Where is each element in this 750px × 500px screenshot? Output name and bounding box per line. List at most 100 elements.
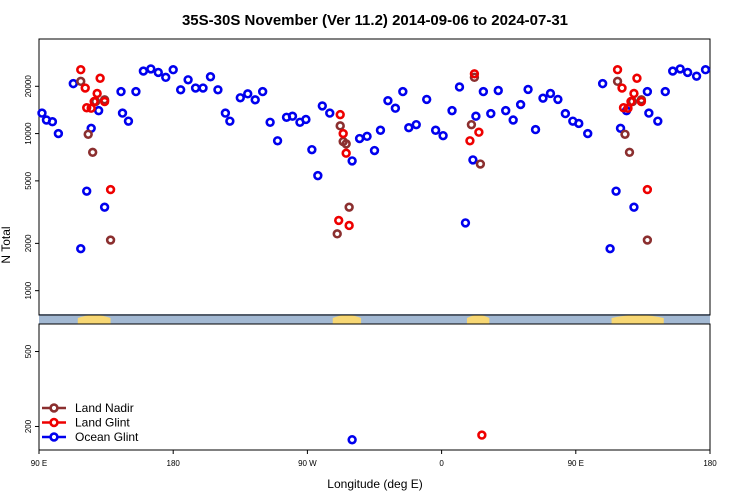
data-point xyxy=(375,125,386,135)
land-mass xyxy=(611,315,664,324)
y-tick-label: 5000 xyxy=(24,171,33,189)
data-point xyxy=(545,88,556,99)
data-point xyxy=(390,103,401,113)
data-point xyxy=(335,121,345,131)
legend-entry: Ocean Glint xyxy=(42,430,139,444)
data-point xyxy=(332,229,342,239)
ocean-band xyxy=(39,314,710,324)
data-point xyxy=(644,108,654,118)
data-point xyxy=(369,145,380,156)
data-point xyxy=(660,86,670,97)
land-strip xyxy=(39,314,710,324)
data-point xyxy=(335,109,345,120)
data-point xyxy=(287,111,298,121)
data-point xyxy=(404,122,414,133)
legend-entry: Land Nadir xyxy=(42,401,134,415)
data-point xyxy=(398,86,408,97)
data-point xyxy=(626,96,636,107)
data-point xyxy=(325,108,335,118)
legend-label: Land Nadir xyxy=(75,401,134,415)
data-point xyxy=(235,93,246,103)
y-tick-label: 200 xyxy=(24,419,33,433)
x-tick-label: 90 E xyxy=(568,459,584,468)
y-tick-label: 10000 xyxy=(24,122,33,145)
y-axis-lower: 200 500 xyxy=(24,344,39,433)
data-point xyxy=(68,78,78,89)
data-point xyxy=(612,76,623,87)
data-point xyxy=(344,220,354,231)
x-axis: 90 E 180 90 W 0 90 E 180 xyxy=(31,450,717,468)
x-tick-label: 0 xyxy=(439,459,444,468)
y-tick-label: 500 xyxy=(24,344,33,358)
data-point xyxy=(313,170,323,181)
data-point xyxy=(615,123,626,134)
data-point xyxy=(675,64,685,74)
plot-frame-upper xyxy=(38,38,711,316)
land-mass xyxy=(77,315,111,324)
data-point xyxy=(225,116,235,126)
data-point xyxy=(338,128,348,139)
data-point xyxy=(632,73,642,83)
data-point xyxy=(105,235,116,245)
data-point xyxy=(642,184,653,195)
data-point xyxy=(37,108,47,118)
data-point xyxy=(341,148,351,158)
data-point xyxy=(438,130,448,141)
data-point xyxy=(123,116,134,126)
data-point xyxy=(131,86,141,97)
data-point xyxy=(583,128,593,139)
data-point xyxy=(605,243,615,254)
data-point xyxy=(183,75,193,85)
data-point xyxy=(87,147,98,158)
data-point xyxy=(560,108,571,119)
data-point xyxy=(668,66,678,76)
series-land-glint xyxy=(76,65,653,440)
data-point xyxy=(301,114,311,125)
data-point xyxy=(92,88,102,99)
legend-label: Land Glint xyxy=(75,416,130,430)
data-point xyxy=(354,133,365,144)
legend-entry: Land Glint xyxy=(42,416,130,430)
data-point xyxy=(538,93,548,103)
data-point xyxy=(469,69,480,79)
data-point xyxy=(447,105,457,116)
x-tick-label: 90 W xyxy=(298,459,317,468)
data-point xyxy=(47,117,58,127)
data-point xyxy=(597,78,608,89)
data-point xyxy=(334,215,344,226)
data-point xyxy=(478,86,489,97)
data-point xyxy=(691,71,702,81)
data-point xyxy=(523,84,533,95)
data-point xyxy=(89,96,99,107)
data-point xyxy=(454,82,465,92)
data-point xyxy=(76,243,86,254)
data-point xyxy=(421,94,432,105)
y-axis-upper: 1000 2000 5000 10000 20000 xyxy=(24,75,39,300)
data-point xyxy=(469,72,480,83)
data-point xyxy=(190,83,201,93)
legend-label: Ocean Glint xyxy=(75,430,139,444)
data-point xyxy=(612,65,623,75)
data-point xyxy=(642,235,653,245)
y-tick-label: 20000 xyxy=(24,75,33,98)
data-point xyxy=(682,67,693,78)
data-point xyxy=(116,86,126,97)
legend-marker xyxy=(49,403,59,413)
legend-marker xyxy=(49,432,59,442)
data-point xyxy=(317,101,328,111)
y-tick-label: 2000 xyxy=(24,234,33,252)
data-point xyxy=(341,139,351,149)
data-point xyxy=(344,202,354,212)
data-point xyxy=(618,103,629,113)
data-point xyxy=(82,186,92,196)
data-point xyxy=(146,64,156,74)
data-point xyxy=(477,430,487,440)
plot-frame-lower xyxy=(38,323,711,451)
x-tick-label: 180 xyxy=(703,459,717,468)
data-point xyxy=(383,95,393,106)
data-point xyxy=(636,96,647,107)
data-point xyxy=(430,125,441,135)
data-point xyxy=(700,65,711,75)
data-point xyxy=(501,105,511,116)
data-point xyxy=(99,96,110,107)
